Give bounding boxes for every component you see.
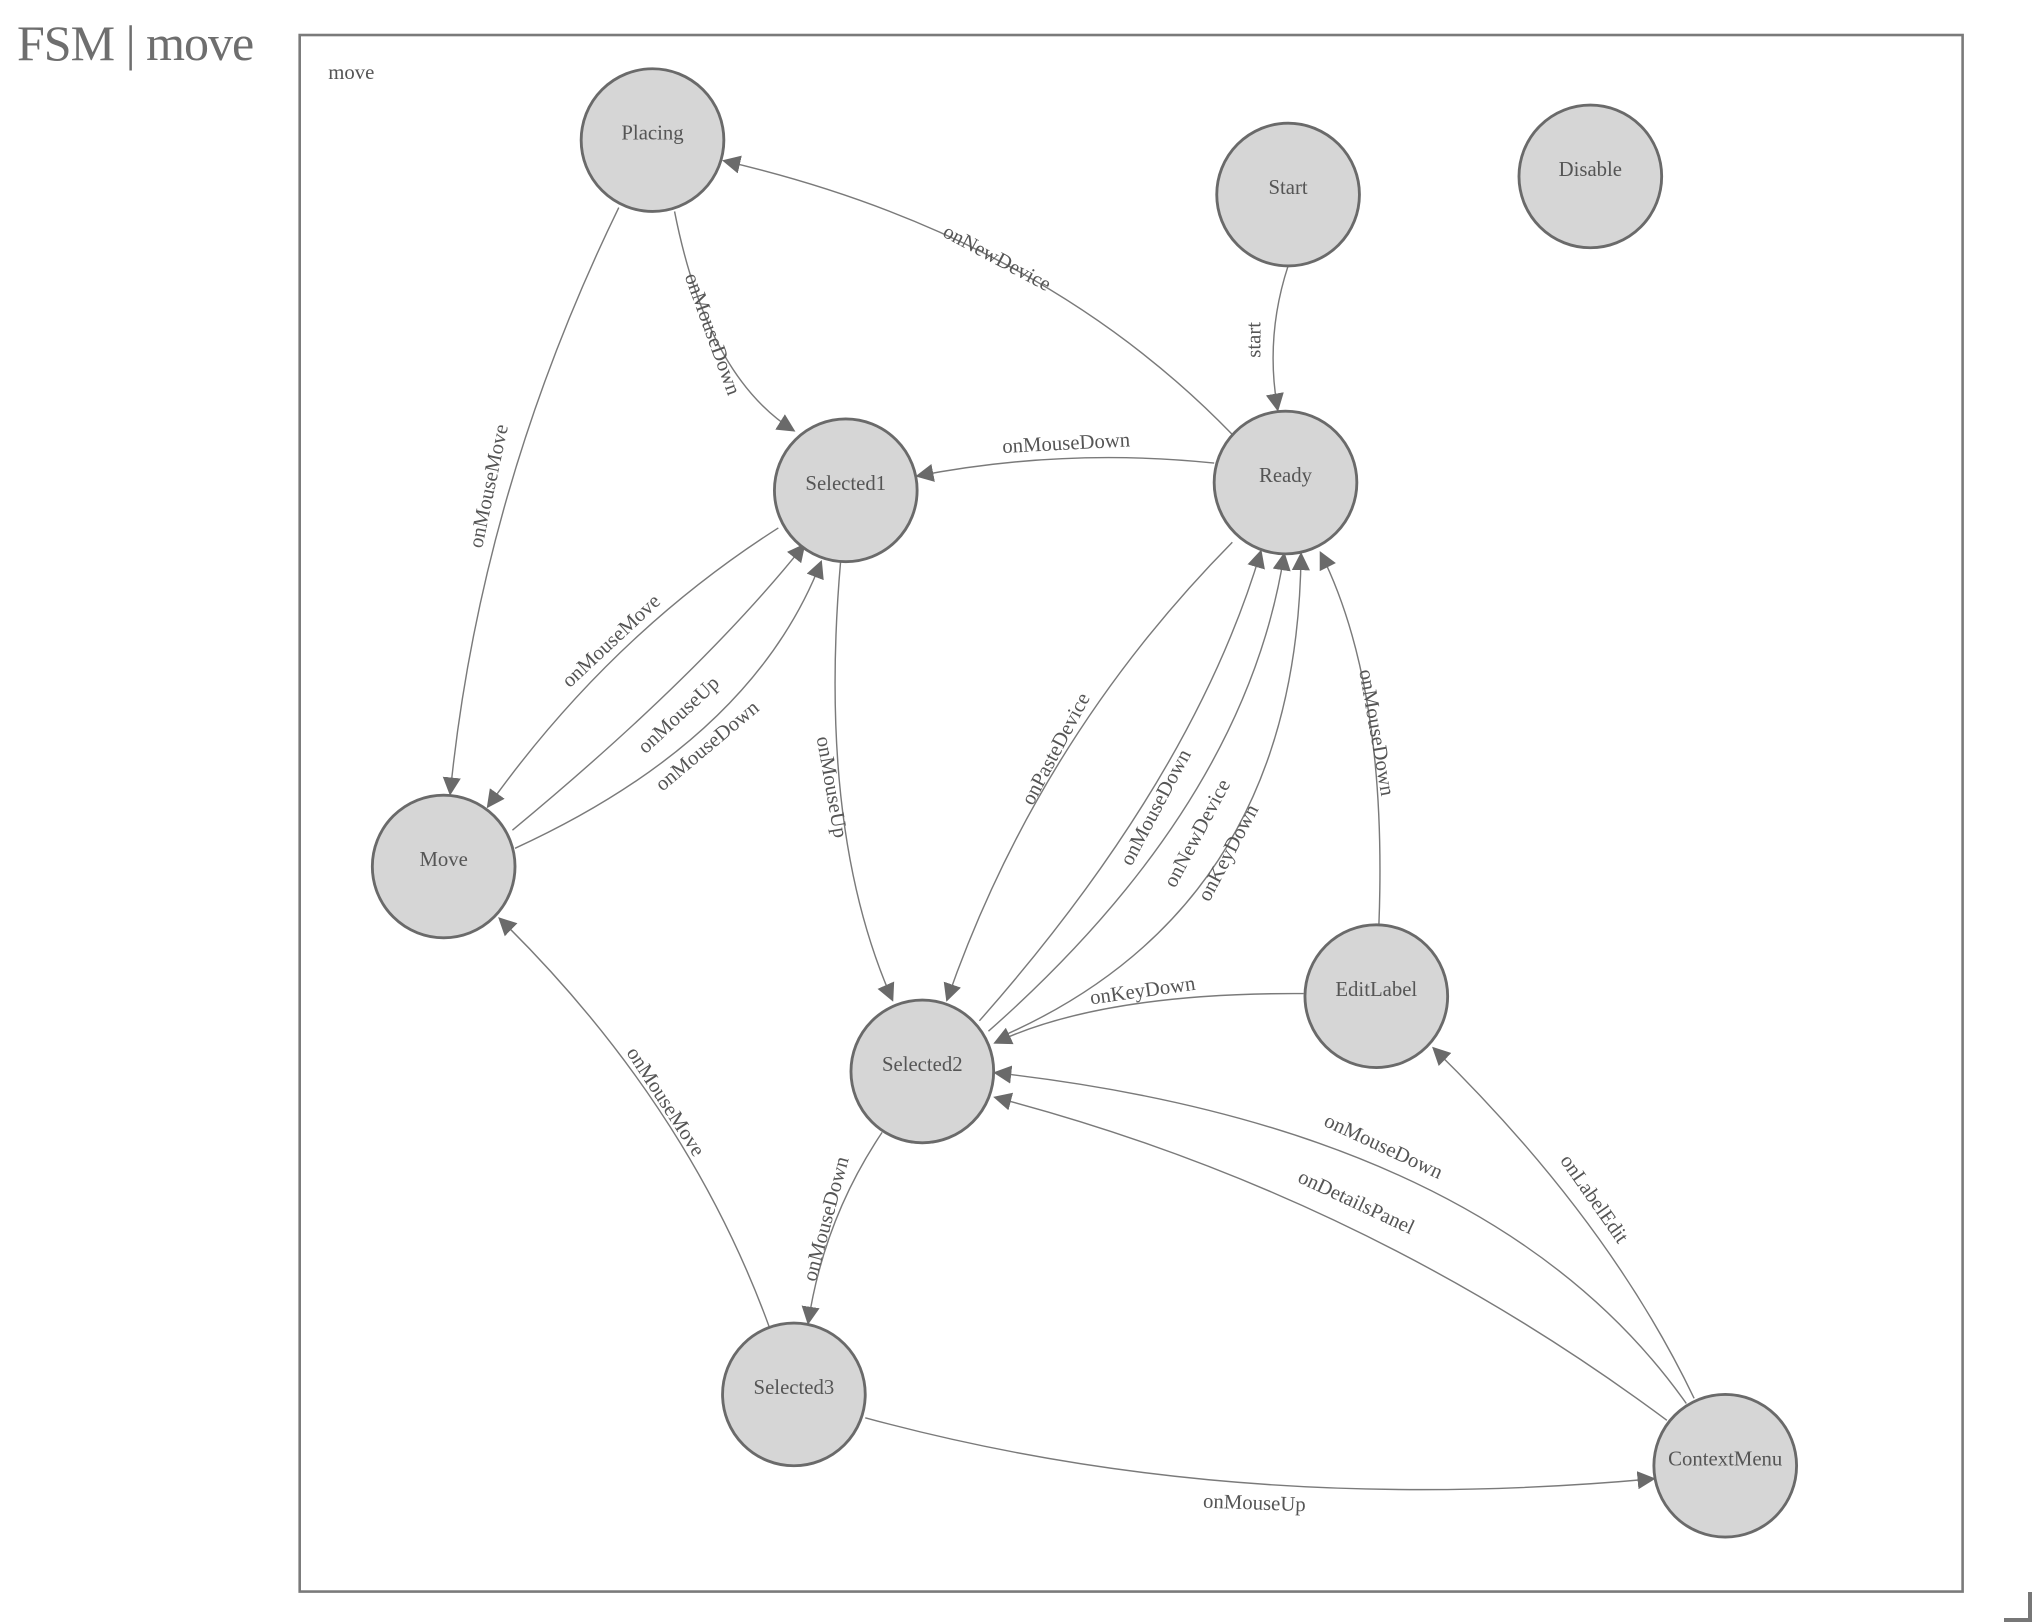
transition-label: onMouseDown	[680, 270, 745, 398]
state-circle[interactable]	[1212, 409, 1359, 556]
transition-arrow	[1265, 265, 1289, 412]
transition-label: onMouseMove	[465, 422, 513, 549]
page-title: FSM | move	[17, 15, 254, 71]
state-ready[interactable]: Ready	[1212, 409, 1359, 556]
edge-editlabel-to-selected2: onKeyDown	[993, 973, 1304, 1045]
transition-label: onMouseUp	[812, 735, 851, 840]
transition-arrow	[511, 543, 806, 831]
state-label: Ready	[1259, 465, 1313, 487]
transition-label: onMouseMove	[622, 1043, 709, 1160]
transition-arrow	[998, 552, 1310, 1039]
state-label: ContextMenu	[1668, 1448, 1783, 1470]
transition-arrow	[514, 559, 824, 849]
edge-move-to-selected1: onMouseDown	[514, 559, 824, 849]
edge-selected3-to-contextmenu: onMouseUp	[865, 1417, 1656, 1517]
edge-placing-to-selected1: onMouseDown	[673, 211, 796, 432]
state-move[interactable]: Move	[370, 793, 517, 940]
edge-selected3-to-move: onMouseMove	[498, 917, 770, 1328]
transition-arrow	[1432, 1046, 1695, 1399]
state-circle[interactable]	[1303, 923, 1450, 1069]
state-label: Start	[1268, 177, 1307, 199]
state-circle[interactable]	[773, 417, 919, 564]
transition-arrow	[834, 561, 895, 1002]
transition-label: onDetailsPanel	[1294, 1166, 1417, 1239]
transition-arrow	[722, 155, 1233, 436]
state-circle[interactable]	[1652, 1392, 1798, 1539]
transition-arrow	[978, 549, 1265, 1022]
transition-label: onMouseMove	[558, 590, 665, 692]
state-start[interactable]: Start	[1215, 121, 1361, 268]
group-box	[298, 33, 1964, 1593]
group-label: move	[328, 62, 374, 84]
state-label: Selected3	[754, 1377, 835, 1399]
transition-arrow	[915, 456, 1215, 482]
edge-selected1-to-move: onMouseMove	[486, 527, 779, 809]
transition-label: start	[1243, 322, 1265, 358]
edge-contextmenu-to-selected2: onMouseDown	[993, 1065, 1687, 1404]
transition-arrow	[801, 1131, 883, 1325]
edge-placing-to-move: onMouseMove	[442, 207, 620, 796]
state-disable[interactable]: Disable	[1517, 103, 1664, 250]
transition-label: onNewDevice	[939, 221, 1054, 296]
transition-arrow	[943, 541, 1233, 1002]
state-label: Selected1	[805, 473, 886, 495]
transition-arrow	[442, 207, 620, 796]
transition-arrow	[673, 211, 796, 432]
state-circle[interactable]	[721, 1321, 867, 1468]
state-label: Disable	[1559, 159, 1622, 181]
edge-selected2-to-selected3: onMouseDown	[799, 1131, 883, 1325]
transition-arrow	[987, 552, 1291, 1032]
transition-label: onMouseDown	[1321, 1110, 1447, 1184]
resize-handle[interactable]	[2004, 1592, 2032, 1622]
state-circle[interactable]	[579, 67, 726, 213]
edge-editlabel-to-ready: onMouseDown	[1319, 550, 1398, 925]
state-placing[interactable]: Placing	[579, 67, 726, 213]
transition-arrow	[498, 917, 770, 1328]
state-editlabel[interactable]: EditLabel	[1303, 923, 1450, 1069]
edge-contextmenu-to-editlabel: onLabelEdit	[1432, 1046, 1695, 1399]
transition-arrow	[993, 992, 1304, 1045]
transition-arrow	[1319, 550, 1381, 925]
edge-ready-to-selected1: onMouseDown	[915, 429, 1215, 482]
state-circle[interactable]	[1215, 121, 1361, 268]
state-circle[interactable]	[849, 998, 996, 1145]
state-label: Placing	[621, 123, 683, 145]
edge-selected1-to-selected2: onMouseUp	[812, 561, 895, 1002]
transition-label: onPasteDevice	[1017, 690, 1094, 809]
state-label: EditLabel	[1335, 979, 1417, 1001]
edge-contextmenu-to-selected2: onDetailsPanel	[993, 1092, 1668, 1421]
state-circle[interactable]	[370, 793, 517, 940]
transition-label: onMouseUp	[1203, 1491, 1306, 1517]
transition-label: onMouseDown	[799, 1154, 854, 1284]
edge-ready-to-placing: onNewDevice	[722, 155, 1233, 436]
state-selected2[interactable]: Selected2	[849, 998, 996, 1145]
transition-label: onMouseDown	[1354, 668, 1398, 798]
transition-arrow	[993, 1065, 1687, 1404]
state-label: Move	[419, 849, 467, 871]
state-selected3[interactable]: Selected3	[721, 1321, 867, 1468]
state-selected1[interactable]: Selected1	[773, 417, 919, 564]
transition-label: onMouseDown	[1002, 429, 1132, 458]
state-contextmenu[interactable]: ContextMenu	[1652, 1392, 1798, 1539]
transition-arrow	[865, 1417, 1656, 1491]
edge-start-to-ready: start	[1243, 265, 1289, 412]
transition-arrow	[486, 527, 779, 809]
transition-arrow	[993, 1092, 1668, 1421]
state-circle[interactable]	[1517, 103, 1664, 250]
state-label: Selected2	[882, 1054, 963, 1076]
